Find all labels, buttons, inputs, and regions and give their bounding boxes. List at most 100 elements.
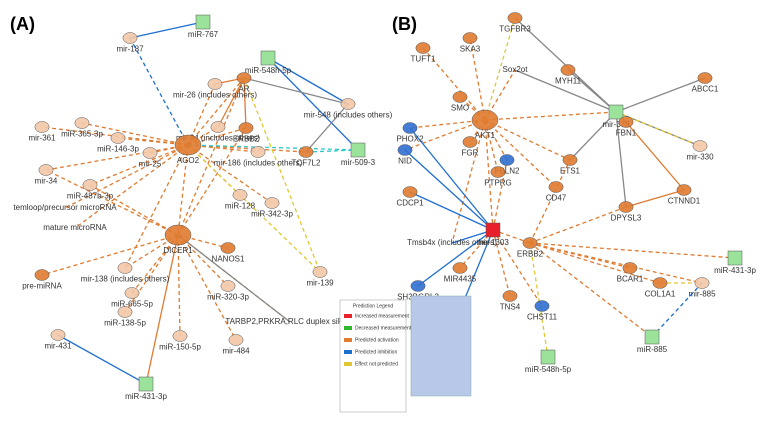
- edge: [145, 234, 179, 385]
- node: [210, 121, 226, 133]
- edge: [451, 119, 486, 244]
- node-label: mir-139: [306, 279, 334, 288]
- edge: [177, 144, 189, 236]
- node: [397, 144, 413, 156]
- edge: [129, 21, 204, 39]
- legend: Prediction Legend Increased measurement De…: [344, 303, 412, 367]
- node: [236, 72, 252, 84]
- node: [172, 330, 188, 342]
- node-label: mir-484: [222, 347, 250, 356]
- node: [50, 329, 66, 341]
- node: [220, 280, 236, 292]
- edge: [651, 282, 703, 338]
- node-label: mir-186 (includes others): [214, 159, 303, 168]
- edge: [305, 149, 359, 153]
- edge: [177, 234, 181, 337]
- edge: [409, 119, 486, 129]
- edge: [177, 234, 229, 287]
- legend-swatch: [344, 326, 352, 330]
- node: [540, 349, 556, 365]
- edge: [625, 121, 685, 191]
- legend-box: [339, 299, 407, 413]
- legend-item: Decreased measurement: [355, 325, 412, 331]
- node-label: mir-885: [688, 290, 716, 299]
- edge: [529, 206, 627, 244]
- edge: [529, 242, 703, 284]
- node: [260, 50, 276, 66]
- node-label: miR-342-3p: [251, 210, 293, 219]
- node: [122, 32, 138, 44]
- node: [117, 262, 133, 274]
- node-label: FGR: [462, 149, 479, 158]
- edge: [409, 191, 494, 231]
- node: [34, 121, 50, 133]
- node: [238, 122, 254, 134]
- node: [622, 262, 638, 274]
- node-label: mir-138 (includes others): [81, 275, 170, 284]
- legend-swatch: [344, 362, 352, 366]
- node-label: Sox2ot: [503, 65, 529, 74]
- node-label: mir-25: [139, 160, 162, 169]
- edge: [569, 111, 617, 161]
- node-label: CTNND1: [668, 197, 701, 206]
- edge: [89, 184, 179, 236]
- node: [507, 12, 523, 24]
- edge: [187, 144, 259, 153]
- legend-swatch: [344, 314, 352, 318]
- node-label: mir-431: [44, 342, 72, 351]
- edge: [529, 242, 736, 259]
- node: [548, 181, 564, 193]
- edge: [484, 119, 571, 161]
- node-label: mir-24 (includes others): [176, 134, 260, 143]
- node-label: ABCC1: [692, 85, 719, 94]
- node-label: BCAR1: [617, 275, 644, 284]
- node-label: mature microRNA: [43, 223, 107, 232]
- edge: [187, 77, 245, 146]
- edge: [45, 169, 179, 236]
- node: [402, 122, 418, 134]
- node: [312, 266, 328, 278]
- edge: [177, 234, 237, 341]
- node: [350, 142, 366, 158]
- node-label: TARBP2,PRKRA,RLC duplex siRNA: [225, 317, 355, 326]
- edge: [187, 144, 321, 273]
- edge: [409, 127, 494, 231]
- node-label: miR-767: [188, 30, 219, 39]
- node: [207, 78, 223, 90]
- node-label: mir-378: [602, 120, 630, 129]
- node-label: miR-431-3p: [125, 392, 167, 401]
- node: [608, 104, 624, 120]
- node-label: TUFT1: [411, 55, 436, 64]
- edge: [615, 111, 627, 208]
- node-label: AGO2: [177, 156, 200, 165]
- node-label: FBN1: [616, 129, 637, 138]
- node-label: NANOS1: [212, 255, 245, 264]
- legend-box-2: [410, 295, 472, 397]
- node: [727, 250, 743, 266]
- node: [462, 32, 478, 44]
- edge: [217, 77, 245, 128]
- node: [415, 42, 431, 54]
- node: [534, 300, 550, 312]
- node: [117, 306, 133, 318]
- node-label: miR-128: [225, 202, 256, 211]
- edge: [514, 69, 617, 113]
- node: [618, 201, 634, 213]
- edge: [129, 37, 189, 146]
- edge: [117, 137, 189, 146]
- node-label: PTPRG: [484, 179, 512, 188]
- node-label: miR-548h-5p: [245, 66, 292, 75]
- edge: [529, 242, 653, 338]
- node: [410, 280, 426, 292]
- node-label: miR-365-3p: [61, 130, 103, 139]
- edge: [529, 242, 661, 284]
- edge: [187, 144, 273, 204]
- node-label: mir-187: [116, 45, 144, 54]
- edge: [484, 119, 494, 231]
- node-label: mir-509-3: [341, 158, 376, 167]
- edge: [187, 144, 307, 153]
- node: [562, 154, 578, 166]
- node-label: mir-548 (includes others): [304, 111, 393, 120]
- node: [164, 224, 192, 246]
